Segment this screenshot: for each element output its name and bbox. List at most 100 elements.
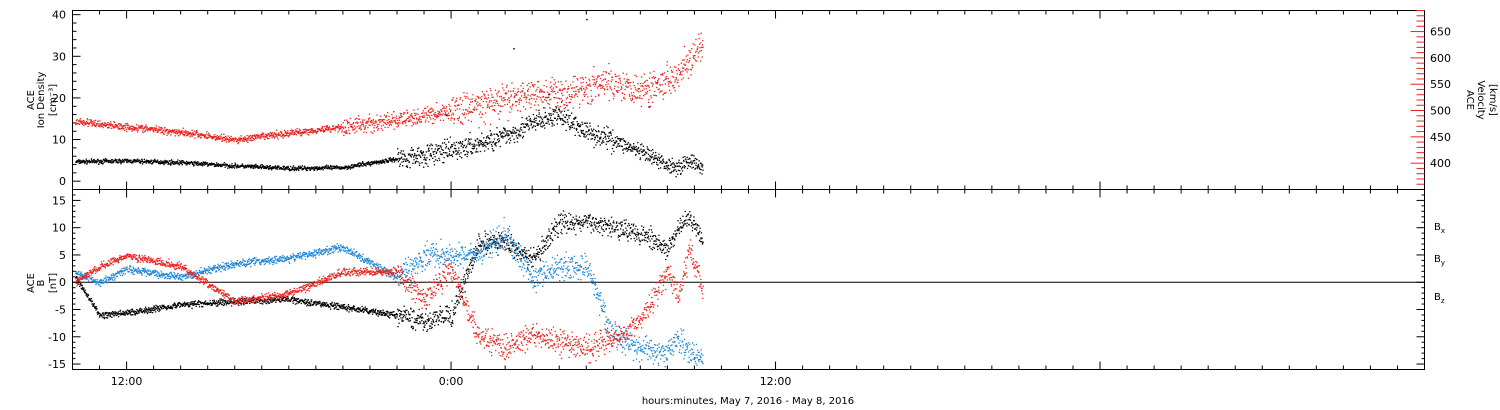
density-point — [499, 131, 501, 133]
density-point — [125, 160, 127, 162]
velocity-point — [530, 82, 533, 84]
velocity-point — [403, 111, 405, 114]
density-point — [136, 160, 138, 163]
density-point — [225, 165, 228, 167]
velocity-point — [277, 138, 279, 140]
velocity-point — [602, 85, 604, 88]
velocity-point — [553, 96, 555, 99]
velocity-point — [228, 141, 230, 143]
density-point — [525, 123, 527, 125]
velocity-point — [153, 129, 155, 131]
velocity-point — [645, 88, 647, 90]
density-point — [473, 145, 475, 147]
density-point — [679, 166, 681, 168]
velocity-point — [195, 132, 197, 134]
density-point — [492, 141, 494, 144]
density-point — [316, 169, 318, 171]
bx-point — [182, 303, 184, 306]
velocity-point — [519, 110, 521, 112]
velocity-point — [420, 121, 423, 123]
velocity-point — [261, 134, 263, 136]
density-point — [435, 152, 437, 154]
density-point — [254, 164, 256, 166]
velocity-point — [182, 127, 184, 129]
density-point — [636, 151, 639, 153]
density-point — [541, 118, 544, 121]
velocity-point — [429, 108, 431, 110]
velocity-point — [678, 64, 680, 66]
density-point — [234, 164, 236, 166]
density-point — [121, 160, 123, 162]
velocity-point — [605, 71, 607, 73]
density-point — [545, 115, 547, 117]
velocity-point — [122, 126, 124, 128]
density-point — [585, 135, 588, 137]
velocity-point — [618, 75, 620, 77]
density-point — [106, 161, 108, 163]
density-point — [642, 145, 644, 147]
density-point — [465, 145, 468, 147]
velocity-point — [492, 109, 494, 111]
density-point — [585, 122, 587, 124]
density-point — [367, 161, 369, 164]
density-point — [247, 164, 249, 166]
density-point — [460, 142, 462, 144]
velocity-point — [249, 137, 251, 140]
density-point — [658, 167, 660, 170]
velocity-point — [289, 132, 291, 134]
bx-point — [84, 289, 86, 291]
bx-point — [321, 302, 323, 304]
velocity-point — [329, 131, 332, 133]
velocity-point — [103, 122, 106, 124]
velocity-point — [404, 112, 406, 114]
density-point — [449, 154, 451, 157]
velocity-point — [179, 134, 181, 136]
density-point — [698, 160, 700, 162]
density-point — [678, 165, 680, 167]
density-point — [128, 159, 130, 162]
velocity-point — [603, 71, 605, 73]
density-point — [331, 168, 333, 171]
bottom-y-tick-label: 5 — [59, 249, 66, 262]
velocity-point — [412, 122, 414, 124]
density-point — [534, 117, 536, 119]
velocity-point — [669, 80, 671, 82]
velocity-point — [493, 99, 495, 101]
velocity-point — [569, 95, 571, 98]
velocity-point — [91, 125, 93, 127]
density-point — [309, 168, 311, 170]
velocity-point — [593, 82, 595, 84]
density-point — [589, 125, 591, 127]
velocity-point — [698, 43, 701, 45]
velocity-point — [578, 91, 580, 93]
velocity-point — [502, 87, 504, 89]
bx-point — [92, 303, 94, 305]
bx-point — [98, 312, 100, 315]
bx-point — [324, 302, 326, 304]
density-point — [329, 168, 331, 170]
density-point — [201, 165, 204, 167]
density-point — [80, 160, 82, 162]
bx-point — [287, 297, 289, 299]
density-point — [341, 168, 344, 170]
velocity-point — [363, 125, 365, 127]
velocity-point — [666, 61, 668, 63]
density-point — [328, 166, 330, 168]
velocity-point — [245, 140, 248, 142]
density-point — [567, 109, 569, 111]
velocity-point — [484, 95, 486, 97]
density-point — [263, 167, 265, 169]
density-point — [185, 160, 188, 163]
velocity-point — [383, 119, 385, 121]
velocity-point — [522, 82, 524, 84]
velocity-point — [592, 83, 594, 86]
density-point — [505, 134, 508, 136]
velocity-point — [149, 127, 151, 129]
velocity-point — [626, 78, 628, 80]
velocity-point — [661, 73, 664, 75]
density-point — [451, 155, 454, 158]
density-point — [420, 156, 422, 158]
bx-point — [76, 276, 78, 278]
velocity-point — [291, 133, 293, 136]
density-point — [461, 143, 463, 146]
